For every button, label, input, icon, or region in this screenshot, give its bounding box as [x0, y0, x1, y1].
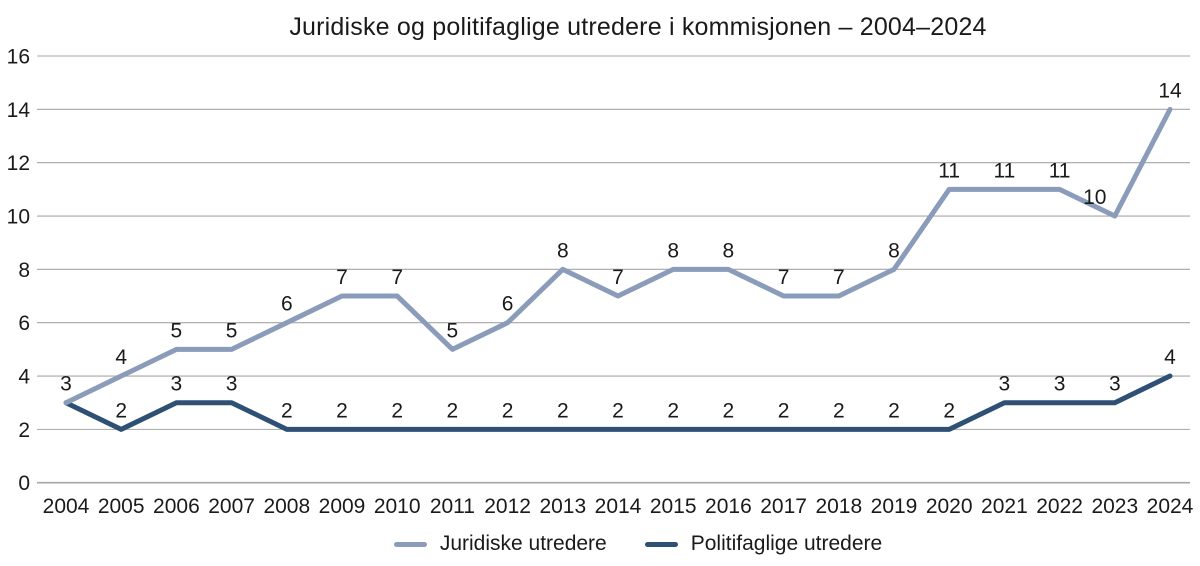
svg-text:2016: 2016: [705, 495, 752, 518]
svg-text:2: 2: [281, 399, 293, 422]
svg-text:2013: 2013: [539, 495, 586, 518]
svg-text:11: 11: [1049, 159, 1071, 182]
svg-text:2: 2: [612, 399, 624, 422]
svg-text:4: 4: [1164, 346, 1176, 369]
svg-text:2014: 2014: [595, 495, 642, 518]
svg-text:2: 2: [18, 419, 30, 442]
svg-text:7: 7: [612, 266, 624, 289]
svg-text:2017: 2017: [760, 495, 807, 518]
svg-text:2018: 2018: [815, 495, 862, 518]
legend-swatch-juridiske-icon: [393, 541, 427, 547]
svg-text:2008: 2008: [263, 495, 310, 518]
svg-text:2019: 2019: [871, 495, 918, 518]
svg-text:2: 2: [943, 399, 955, 422]
svg-text:7: 7: [778, 266, 790, 289]
svg-text:2: 2: [667, 399, 679, 422]
svg-text:5: 5: [447, 319, 459, 342]
svg-text:2011: 2011: [430, 495, 475, 518]
svg-text:2015: 2015: [650, 495, 697, 518]
svg-text:6: 6: [281, 293, 293, 316]
svg-text:14: 14: [1158, 79, 1182, 102]
svg-text:7: 7: [391, 266, 403, 289]
svg-text:2012: 2012: [484, 495, 531, 518]
svg-text:2: 2: [447, 399, 459, 422]
svg-text:2: 2: [391, 399, 403, 422]
svg-text:8: 8: [888, 239, 900, 262]
svg-text:2022: 2022: [1036, 495, 1083, 518]
svg-text:3: 3: [1054, 373, 1066, 396]
svg-text:7: 7: [336, 266, 348, 289]
svg-text:2024: 2024: [1147, 495, 1194, 518]
svg-text:2023: 2023: [1091, 495, 1138, 518]
svg-text:2: 2: [778, 399, 790, 422]
svg-text:3: 3: [171, 373, 183, 396]
legend-item-juridiske: Juridiske utredere: [393, 532, 607, 556]
svg-text:2004: 2004: [43, 495, 90, 518]
svg-text:8: 8: [667, 239, 679, 262]
svg-text:8: 8: [18, 259, 30, 282]
svg-text:3: 3: [60, 373, 72, 396]
svg-text:5: 5: [226, 319, 238, 342]
svg-text:2: 2: [115, 399, 127, 422]
svg-text:8: 8: [557, 239, 569, 262]
svg-text:3: 3: [226, 373, 238, 396]
svg-text:11: 11: [993, 159, 1015, 182]
chart-legend: Juridiske utredere Politifaglige utreder…: [76, 532, 1200, 556]
svg-text:6: 6: [18, 312, 30, 335]
svg-text:7: 7: [833, 266, 845, 289]
svg-text:10: 10: [1083, 186, 1106, 209]
svg-text:2007: 2007: [208, 495, 255, 518]
svg-text:2: 2: [833, 399, 845, 422]
legend-label-juridiske: Juridiske utredere: [439, 532, 607, 555]
svg-text:16: 16: [7, 46, 30, 69]
svg-text:11: 11: [938, 159, 960, 182]
svg-text:12: 12: [7, 152, 30, 175]
svg-text:2: 2: [502, 399, 514, 422]
svg-text:2006: 2006: [153, 495, 200, 518]
svg-text:0: 0: [18, 472, 30, 495]
svg-text:14: 14: [7, 99, 31, 122]
legend-swatch-politifaglige-icon: [644, 541, 678, 547]
chart-title: Juridiske og politifaglige utredere i ko…: [289, 13, 987, 41]
svg-text:2009: 2009: [319, 495, 366, 518]
svg-text:2020: 2020: [926, 495, 973, 518]
svg-text:2: 2: [723, 399, 735, 422]
svg-text:3: 3: [1109, 373, 1121, 396]
svg-text:10: 10: [7, 206, 30, 229]
svg-text:5: 5: [171, 319, 183, 342]
svg-text:2: 2: [888, 399, 900, 422]
svg-text:2021: 2021: [981, 495, 1028, 518]
svg-text:4: 4: [18, 366, 30, 389]
svg-text:2: 2: [336, 399, 348, 422]
svg-text:8: 8: [723, 239, 735, 262]
legend-label-politifaglige: Politifaglige utredere: [690, 532, 883, 555]
legend-item-politifaglige: Politifaglige utredere: [644, 532, 883, 556]
svg-text:4: 4: [115, 346, 127, 369]
svg-text:6: 6: [502, 293, 514, 316]
svg-text:2005: 2005: [98, 495, 145, 518]
svg-text:2010: 2010: [374, 495, 421, 518]
line-chart-plot: 0 2 4 6 8 10 12 14 16 2004 2005 2006 2007 2008 2009 201…: [7, 46, 1194, 519]
svg-text:2: 2: [557, 399, 569, 422]
svg-text:3: 3: [999, 373, 1011, 396]
